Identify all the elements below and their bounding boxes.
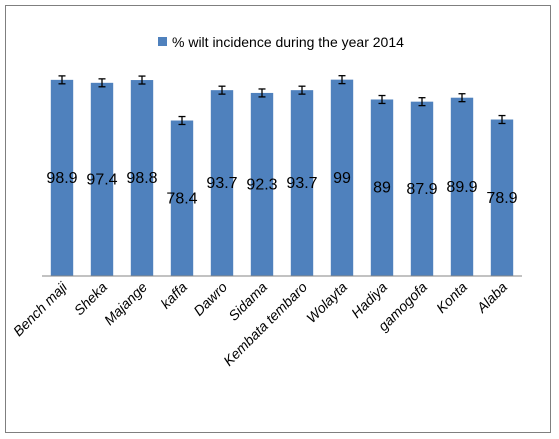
x-tick-label-7: Wolayta [303, 279, 350, 326]
data-label-10: 89.9 [446, 179, 477, 196]
error-bar-11 [498, 114, 506, 125]
data-label-9: 87.9 [406, 181, 437, 198]
x-tick-label-3: kaffa [157, 279, 190, 312]
bar-7 [330, 79, 354, 277]
error-bar-0 [58, 75, 66, 85]
error-bar-4 [218, 85, 226, 95]
bar-9 [410, 101, 434, 276]
error-bar-2 [138, 75, 146, 85]
data-label-2: 98.8 [126, 170, 157, 187]
bar-8 [370, 99, 394, 276]
bar-3 [170, 120, 194, 276]
error-bar-1 [98, 78, 106, 88]
data-label-0: 98.9 [46, 170, 77, 187]
bar-11 [490, 119, 514, 276]
bar-0 [50, 79, 74, 277]
error-bar-10 [458, 93, 466, 103]
legend-label: % wilt incidence during the year 2014 [172, 34, 404, 50]
error-bar-8 [378, 94, 386, 105]
bar-6 [290, 90, 314, 276]
legend-swatch [158, 37, 167, 46]
data-label-5: 92.3 [246, 176, 277, 193]
x-tick-label-0: Bench maji [10, 278, 71, 339]
x-tick-label-2: Majange [101, 279, 150, 328]
data-label-4: 93.7 [206, 175, 237, 192]
bar-4 [210, 90, 234, 276]
error-bar-6 [298, 85, 306, 95]
x-tick-label-10: Konta [433, 279, 470, 316]
error-bar-3 [178, 115, 186, 126]
bar-chart: % wilt incidence during the year 2014 98… [10, 34, 522, 369]
data-label-8: 89 [373, 180, 391, 197]
error-bar-9 [418, 97, 426, 107]
bars: 98.9 97.4 98.8 78.4 93.7 92.3 93.7 99 89 87.9 89.9… [46, 75, 518, 277]
data-label-1: 97.4 [86, 171, 117, 188]
error-bar-5 [258, 88, 266, 98]
data-label-6: 93.7 [286, 175, 317, 192]
data-label-3: 78.4 [166, 190, 197, 207]
chart-frame: % wilt incidence during the year 2014 98… [5, 5, 551, 433]
bar-1 [90, 82, 114, 276]
data-label-11: 78.9 [486, 190, 517, 207]
data-label-7: 99 [333, 170, 351, 187]
legend: % wilt incidence during the year 2014 [158, 34, 404, 50]
x-tick-label-11: Alaba [473, 279, 510, 316]
bar-5 [250, 92, 274, 277]
error-bar-7 [338, 75, 346, 85]
bar-2 [130, 80, 154, 277]
bar-10 [450, 97, 474, 276]
